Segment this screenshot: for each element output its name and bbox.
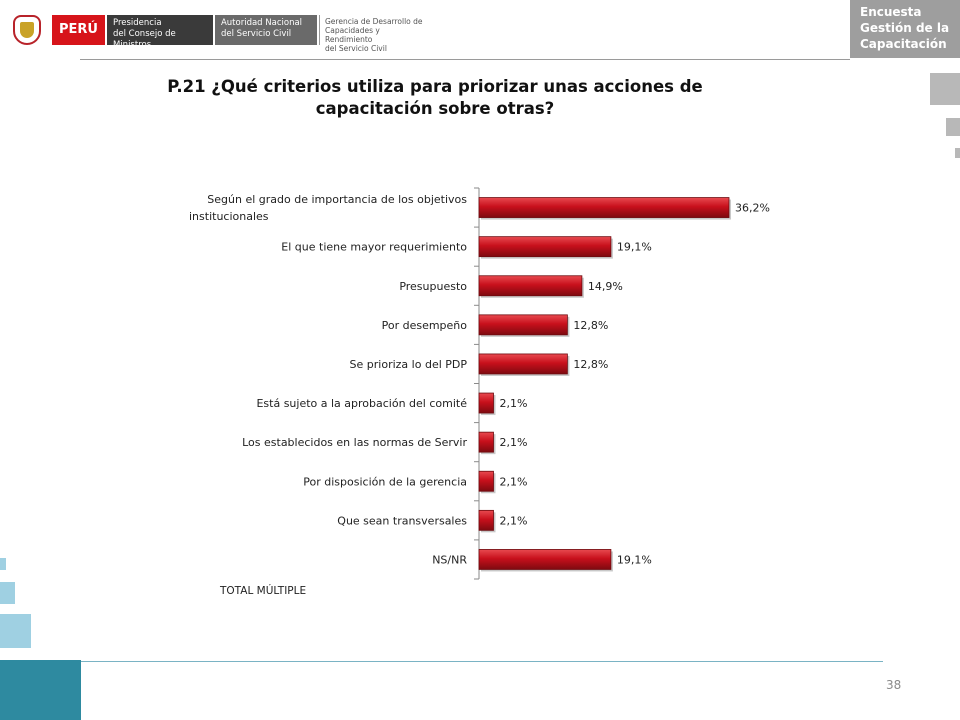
category-label: Según el grado de importancia de los obj… xyxy=(207,193,467,206)
data-label: 12,8% xyxy=(573,319,608,332)
bar xyxy=(478,353,568,375)
bar xyxy=(478,549,612,570)
peru-logo: PERÚ xyxy=(52,15,105,45)
footer-divider xyxy=(81,661,883,662)
coat-of-arms-icon xyxy=(10,13,44,47)
decor-block xyxy=(0,614,31,648)
bar xyxy=(478,431,494,453)
decor-square-small xyxy=(955,148,960,158)
decor-block xyxy=(0,582,15,604)
bar xyxy=(478,392,494,414)
bar xyxy=(478,314,568,336)
footer-accent-block xyxy=(0,660,81,720)
data-label: 2,1% xyxy=(500,397,528,410)
data-label: 2,1% xyxy=(500,475,528,488)
data-label: 14,9% xyxy=(588,280,623,293)
category-label: Por disposición de la gerencia xyxy=(303,475,467,488)
chart-title: P.21 ¿Qué criterios utiliza para prioriz… xyxy=(167,77,703,118)
data-label: 2,1% xyxy=(500,514,528,527)
bar xyxy=(478,275,583,297)
decor-block xyxy=(0,558,6,570)
data-label: 2,1% xyxy=(500,436,528,449)
data-label: 19,1% xyxy=(617,553,652,566)
decor-square-medium xyxy=(946,118,960,136)
bar xyxy=(478,236,612,258)
category-label: Se prioriza lo del PDP xyxy=(350,358,468,371)
footnote-total-multiple: TOTAL MÚLTIPLE xyxy=(220,585,307,597)
category-label: Por desempeño xyxy=(382,319,468,332)
category-label: Que sean transversales xyxy=(337,514,467,527)
data-label: 36,2% xyxy=(735,202,770,215)
data-label: 19,1% xyxy=(617,241,652,254)
data-label: 12,8% xyxy=(573,358,608,371)
category-label: El que tiene mayor requerimiento xyxy=(281,241,467,254)
pcm-logo: Presidencia del Consejo de Ministros xyxy=(106,15,213,50)
gerencia-logo: Gerencia de Desarrollo de Capacidades y … xyxy=(318,15,430,53)
page-number: 38 xyxy=(886,678,902,692)
survey-brand-box: Encuesta Gestión de la Capacitación xyxy=(850,0,960,58)
category-label: Está sujeto a la aprobación del comité xyxy=(256,397,467,410)
category-label: Los establecidos en las normas de Servir xyxy=(242,436,467,449)
bar xyxy=(478,470,494,492)
header-divider xyxy=(80,59,850,60)
category-label: institucionales xyxy=(189,210,269,223)
category-label: NS/NR xyxy=(432,553,467,566)
bar xyxy=(478,197,730,218)
decor-square-large xyxy=(930,73,960,105)
servir-logo: Autoridad Nacional del Servicio Civil xyxy=(214,15,317,45)
category-label: Presupuesto xyxy=(399,280,467,293)
bar xyxy=(478,509,494,531)
header-logos: PERÚ Presidencia del Consejo de Ministro… xyxy=(10,10,430,53)
